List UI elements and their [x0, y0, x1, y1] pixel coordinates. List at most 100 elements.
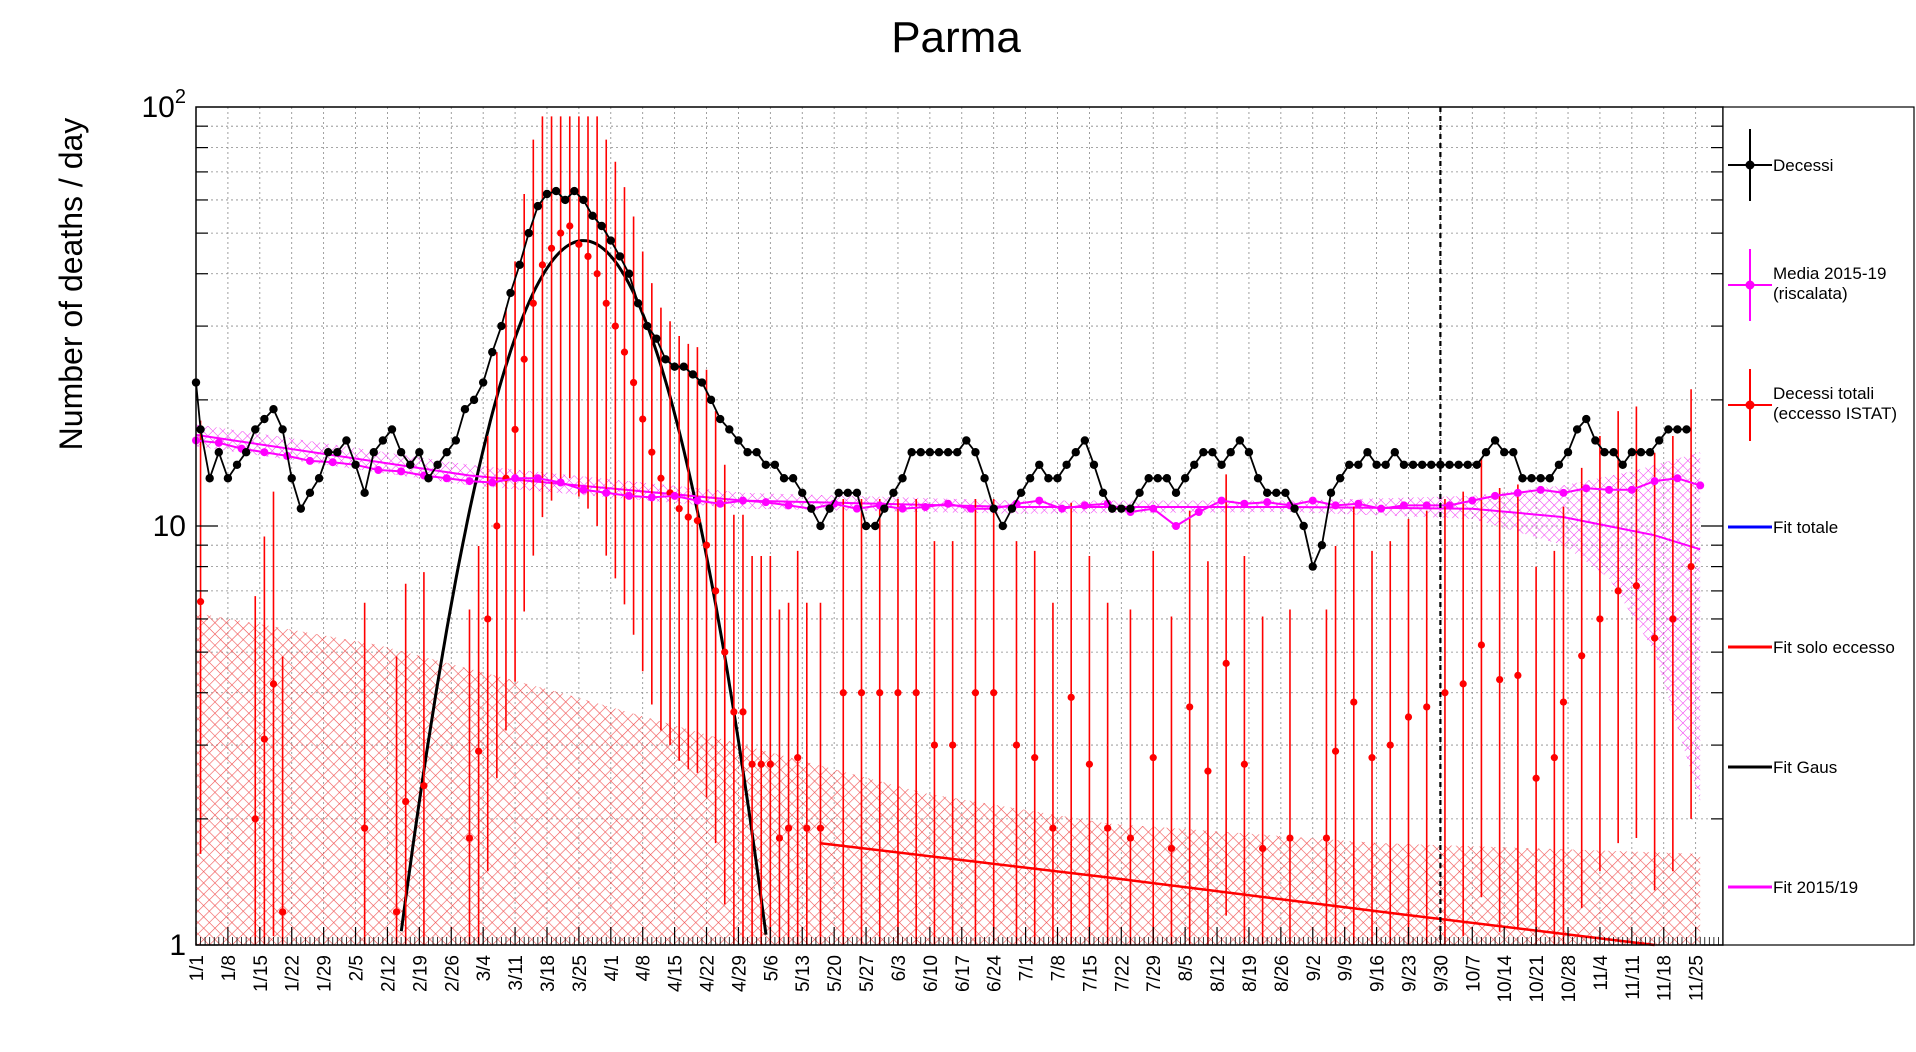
- decessi-point: [214, 448, 223, 457]
- excess-point: [420, 782, 428, 790]
- media-point: [784, 501, 793, 510]
- excess-point: [1669, 615, 1677, 623]
- decessi-point: [1445, 460, 1454, 469]
- decessi-point: [1044, 474, 1053, 483]
- decessi-point: [1664, 425, 1673, 434]
- excess-point: [392, 908, 401, 916]
- decessi-point: [1636, 448, 1646, 457]
- decessi-point: [415, 448, 424, 457]
- legend-marker: [1745, 400, 1755, 410]
- decessi-point: [1372, 460, 1381, 469]
- media-point: [1172, 522, 1181, 530]
- excess-point: [484, 615, 492, 623]
- media-point: [625, 491, 634, 500]
- legend: Decessi Media 2015-19 (riscalata) Decessi t…: [1722, 106, 1915, 946]
- media-point: [533, 474, 542, 483]
- legend-label: Fit solo eccesso: [1773, 638, 1895, 657]
- decessi-point: [1554, 460, 1564, 469]
- decessi-point: [925, 448, 935, 457]
- decessi-point: [478, 378, 488, 387]
- decessi-point: [606, 236, 615, 245]
- excess-point: [1286, 834, 1294, 842]
- x-tick-label: 11/11: [1623, 955, 1644, 1000]
- decessi-point: [1335, 474, 1345, 483]
- x-tick-label: 3/18: [538, 955, 559, 992]
- x-tick-label: 1/15: [251, 955, 272, 992]
- media-point: [1650, 477, 1659, 486]
- media-point: [1240, 499, 1249, 508]
- x-tick-label: 10/14: [1495, 955, 1516, 1003]
- chart-title: Parma: [891, 13, 1021, 62]
- y-tick-label: 1: [169, 929, 186, 962]
- decessi-point: [688, 370, 698, 379]
- media-point: [305, 456, 314, 465]
- x-tick-label: 11/25: [1687, 955, 1708, 1001]
- media-point: [556, 478, 565, 487]
- x-tick-label: 9/16: [1368, 955, 1389, 992]
- x-tick-label: 6/10: [921, 955, 942, 992]
- x-tick-label: 8/19: [1240, 955, 1261, 992]
- excess-point: [675, 505, 683, 513]
- excess-point: [748, 760, 756, 768]
- decessi-point: [1190, 460, 1199, 469]
- media-point: [647, 493, 656, 502]
- legend-label: Decessi totali (eccesso ISTAT): [1773, 384, 1897, 423]
- decessi-point: [880, 504, 889, 513]
- media-point: [1399, 501, 1408, 510]
- legend-marker: [1745, 280, 1755, 290]
- x-tick-label: 6/24: [985, 955, 1006, 992]
- decessi-point: [287, 474, 296, 483]
- x-tick-label: 8/26: [1272, 955, 1293, 992]
- legend-label-line: Decessi totali: [1773, 384, 1874, 403]
- excess-point: [1067, 693, 1075, 701]
- media-point: [602, 488, 611, 497]
- decessi-point: [779, 474, 789, 483]
- decessi-point: [1436, 460, 1445, 469]
- decessi-point: [223, 474, 233, 483]
- decessi-point: [1035, 460, 1044, 469]
- decessi-point: [1135, 488, 1144, 498]
- media-point: [1605, 485, 1614, 494]
- legend-label-line: Fit totale: [1773, 518, 1838, 537]
- media-point: [1194, 507, 1203, 516]
- legend-label-line: Fit solo eccesso: [1773, 638, 1895, 657]
- x-tick-label: 6/17: [953, 955, 974, 992]
- excess-point: [611, 322, 619, 330]
- legend-label-line: (riscalata): [1773, 284, 1848, 303]
- decessi-point: [761, 460, 770, 469]
- decessi-point: [943, 448, 953, 457]
- decessi-point: [1527, 474, 1536, 483]
- decessi-point: [533, 201, 543, 211]
- decessi-point: [679, 362, 688, 371]
- decessi-point: [387, 425, 397, 434]
- excess-point: [269, 680, 278, 688]
- x-tick-label: 4/22: [698, 955, 719, 992]
- x-tick-label: 7/1: [1017, 955, 1038, 981]
- excess-point: [912, 689, 920, 697]
- excess-point: [1368, 754, 1376, 762]
- excess-point: [1532, 774, 1540, 782]
- excess-point: [1149, 754, 1157, 762]
- x-tick-label: 4/15: [666, 955, 687, 992]
- decessi-point: [1326, 488, 1336, 498]
- media-point: [1308, 496, 1317, 505]
- media-point: [465, 477, 474, 486]
- axis-layer: 1 10 102 1/1 1/8 1/15 1/22 1/29 2/5 2/12 2/19 2/26 3…: [142, 86, 1724, 1003]
- decessi-point: [296, 504, 306, 513]
- legend-label-line: Fit Gaus: [1773, 758, 1837, 777]
- excess-point: [739, 708, 747, 716]
- excess-point: [260, 735, 268, 743]
- decessi-point: [424, 474, 433, 483]
- decessi-point: [962, 436, 971, 445]
- excess-point: [1031, 754, 1039, 762]
- excess-point: [816, 824, 825, 832]
- excess-point: [593, 270, 601, 278]
- x-tick-label: 3/11: [506, 955, 527, 991]
- legend-label: Decessi: [1773, 156, 1833, 175]
- excess-point: [557, 229, 565, 237]
- x-tick-label: 1/1: [187, 955, 208, 981]
- x-tick-label: 8/12: [1208, 955, 1229, 992]
- excess-point: [361, 824, 369, 832]
- x-tick-label: 7/29: [1144, 955, 1165, 992]
